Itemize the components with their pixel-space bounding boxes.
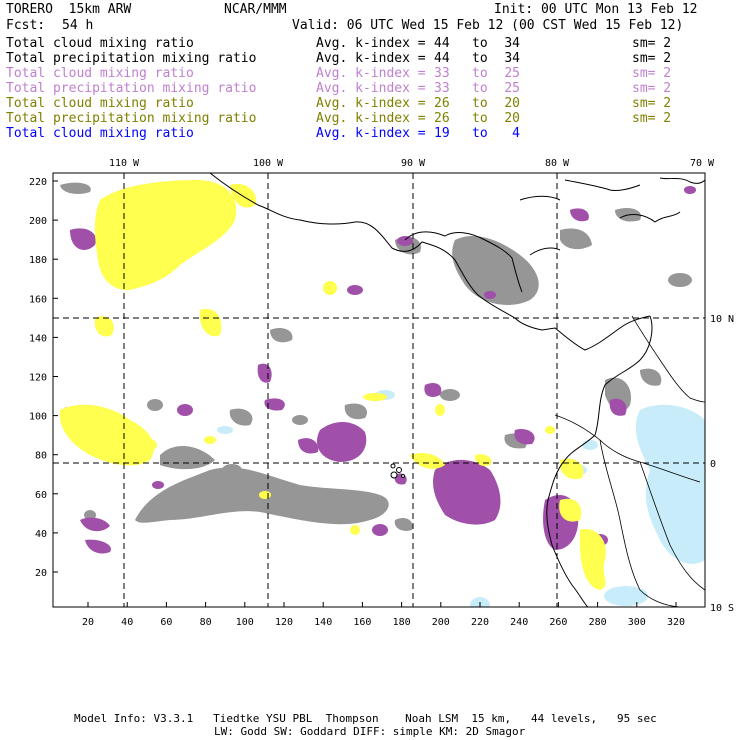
y-tick-label: 60 [35,490,47,501]
legend-row-1-kindex: Avg. k-index = [316,36,426,51]
legend-row-6-sm: sm= 2 [632,111,672,126]
legend-row-5-from: 26 [434,96,450,111]
lat-lon-grid [53,173,705,607]
legend-row-7-to: 4 [512,126,520,141]
legend-row-4-to: 25 [504,81,520,96]
legend-row-5-to-word: to [472,96,488,111]
legend-row-4-from: 33 [434,81,450,96]
model-info: Model Info: V3.3.1 Tiedtke YSU PBL Thomp… [74,712,657,725]
legend-row-5-field: Total cloud mixing ratio [6,96,194,111]
legend-row-3-kindex: Avg. k-index = [316,66,426,81]
plot-frame [52,172,706,608]
y-tick-label: 220 [29,177,47,188]
x-tick-label: 240 [510,617,528,628]
x-axis-labels: 20 40 60 80 100 120 140 160 180 200 220 240 260 280 30… [82,617,685,628]
legend-row-6-to: 20 [504,111,520,126]
x-tick-label: 280 [589,617,607,628]
legend-row-1-field: Total cloud mixing ratio [6,36,194,51]
legend-row-3-to-word: to [472,66,488,81]
x-tick-label: 140 [314,617,332,628]
x-tick-label: 300 [628,617,646,628]
legend-row-3-sm: sm= 2 [632,66,672,81]
legend-row-6-field: Total precipitation mixing ratio [6,111,257,126]
x-tick-label: 100 [236,617,254,628]
legend-row-2-field: Total precipitation mixing ratio [6,51,257,66]
x-tick-label: 40 [121,617,133,628]
forecast-label: Fcst: [6,18,46,33]
model-title: TORERO 15km ARW [6,2,132,17]
y-tick-label: 180 [29,255,47,266]
legend-row-2-from: 44 [434,51,450,66]
lon-label-100w: 100 W [253,158,284,169]
x-tick-label: 120 [275,617,293,628]
y-tick-label: 200 [29,216,47,227]
legend-row-4-kindex: Avg. k-index = [316,81,426,96]
legend-row-6-kindex: Avg. k-index = [316,111,426,126]
axis-ticks [53,180,677,607]
y-axis-labels: 220 200 180 160 140 120 100 80 60 40 20 [29,177,47,579]
legend-row-7-to-word: to [472,126,488,141]
legend-row-4-to-word: to [472,81,488,96]
legend-row-5-kindex: Avg. k-index = [316,96,426,111]
lon-label-70w: 70 W [690,158,715,169]
lat-label-10n: 10 N [710,314,734,325]
x-tick-label: 220 [471,617,489,628]
legend-row-7-kindex: Avg. k-index = [316,126,426,141]
galapagos-islands [390,463,405,479]
lightblue-cloud-field [122,261,705,607]
y-tick-label: 160 [29,294,47,305]
legend-row-6-to-word: to [472,111,488,126]
y-tick-label: 120 [29,373,47,384]
x-tick-label: 160 [353,617,371,628]
x-tick-label: 260 [549,617,567,628]
legend-row-2-sm: sm= 2 [632,51,672,66]
legend-row-6-from: 26 [434,111,450,126]
legend-row-4-sm: sm= 2 [632,81,672,96]
legend-row-1-from: 44 [434,36,450,51]
lat-label-10s: 10 S [710,603,734,614]
legend-row-1-sm: sm= 2 [632,36,672,51]
y-tick-label: 100 [29,412,47,423]
legend-row-3-field: Total cloud mixing ratio [6,66,194,81]
y-tick-label: 80 [35,451,47,462]
legend-row-7-from: 19 [434,126,450,141]
lon-label-90w: 90 W [401,158,426,169]
physics-info: LW: Godd SW: Goddard DIFF: simple KM: 2D… [214,725,526,738]
x-tick-label: 180 [393,617,411,628]
legend-row-5-to: 20 [504,96,520,111]
legend-row-3-to: 25 [504,66,520,81]
legend-row-1-to: 34 [504,36,520,51]
x-tick-label: 200 [432,617,450,628]
legend-row-2-to-word: to [472,51,488,66]
forecast-hour: 54 h [62,18,94,33]
source-label: NCAR/MMM [224,2,287,17]
legend-row-2-kindex: Avg. k-index = [316,51,426,66]
x-tick-label: 20 [82,617,94,628]
y-tick-label: 40 [35,529,47,540]
lon-label-80w: 80 W [545,158,570,169]
valid-time: Valid: 06 UTC Wed 15 Feb 12 (00 CST Wed … [292,18,684,33]
y-tick-label: 20 [35,568,47,579]
x-tick-label: 60 [160,617,172,628]
country-borders [554,315,705,607]
lon-label-110w: 110 W [109,158,140,169]
legend-row-3-from: 33 [434,66,450,81]
yellow-precip-field [59,180,606,590]
init-time: Init: 00 UTC Mon 13 Feb 12 [494,2,698,17]
x-tick-label: 80 [200,617,212,628]
legend-row-5-sm: sm= 2 [632,96,672,111]
coastlines [209,173,705,607]
legend-row-4-field: Total precipitation mixing ratio [6,81,257,96]
lat-label-0: 0 [710,459,716,470]
legend-row-7-field: Total cloud mixing ratio [6,126,194,141]
legend-row-1-to-word: to [472,36,488,51]
y-tick-label: 140 [29,333,47,344]
legend-row-2-to: 34 [504,51,520,66]
x-tick-label: 320 [667,617,685,628]
